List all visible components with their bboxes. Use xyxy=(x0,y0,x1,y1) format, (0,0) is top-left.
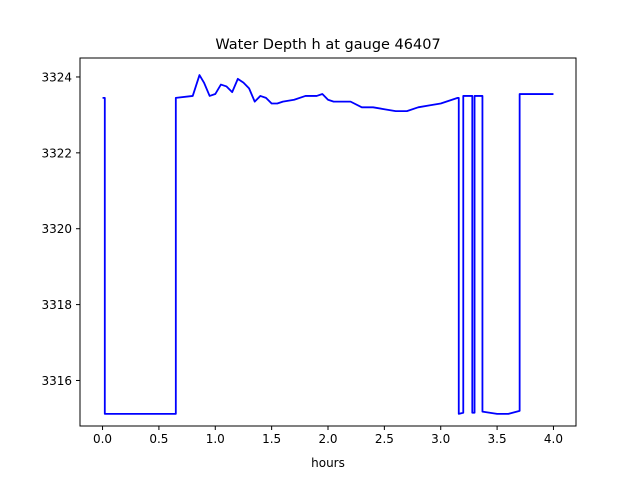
x-tick-label: 1.5 xyxy=(262,432,281,446)
chart-title: Water Depth h at gauge 46407 xyxy=(215,37,440,53)
x-tick-label: 1.0 xyxy=(206,432,225,446)
x-tick-label: 0.0 xyxy=(93,432,112,446)
x-tick-label: 0.5 xyxy=(149,432,168,446)
y-tick-label: 3324 xyxy=(41,70,72,84)
y-axis: 3316 3318 3320 3322 3324 xyxy=(41,70,80,388)
x-tick-label: 4.0 xyxy=(544,432,563,446)
x-tick-label: 3.5 xyxy=(488,432,507,446)
series-line-0 xyxy=(102,74,554,415)
y-tick-label: 3318 xyxy=(41,298,72,312)
x-axis-label: hours xyxy=(311,456,345,470)
x-tick-label: 3.0 xyxy=(431,432,450,446)
y-tick-label: 3320 xyxy=(41,222,72,236)
x-axis: 0.0 0.5 1.0 1.5 2.0 2.5 3.0 3.5 4.0 xyxy=(93,426,563,446)
x-tick-label: 2.5 xyxy=(375,432,394,446)
y-tick-label: 3322 xyxy=(41,146,72,160)
y-tick-label: 3316 xyxy=(41,374,72,388)
x-tick-label: 2.0 xyxy=(318,432,337,446)
